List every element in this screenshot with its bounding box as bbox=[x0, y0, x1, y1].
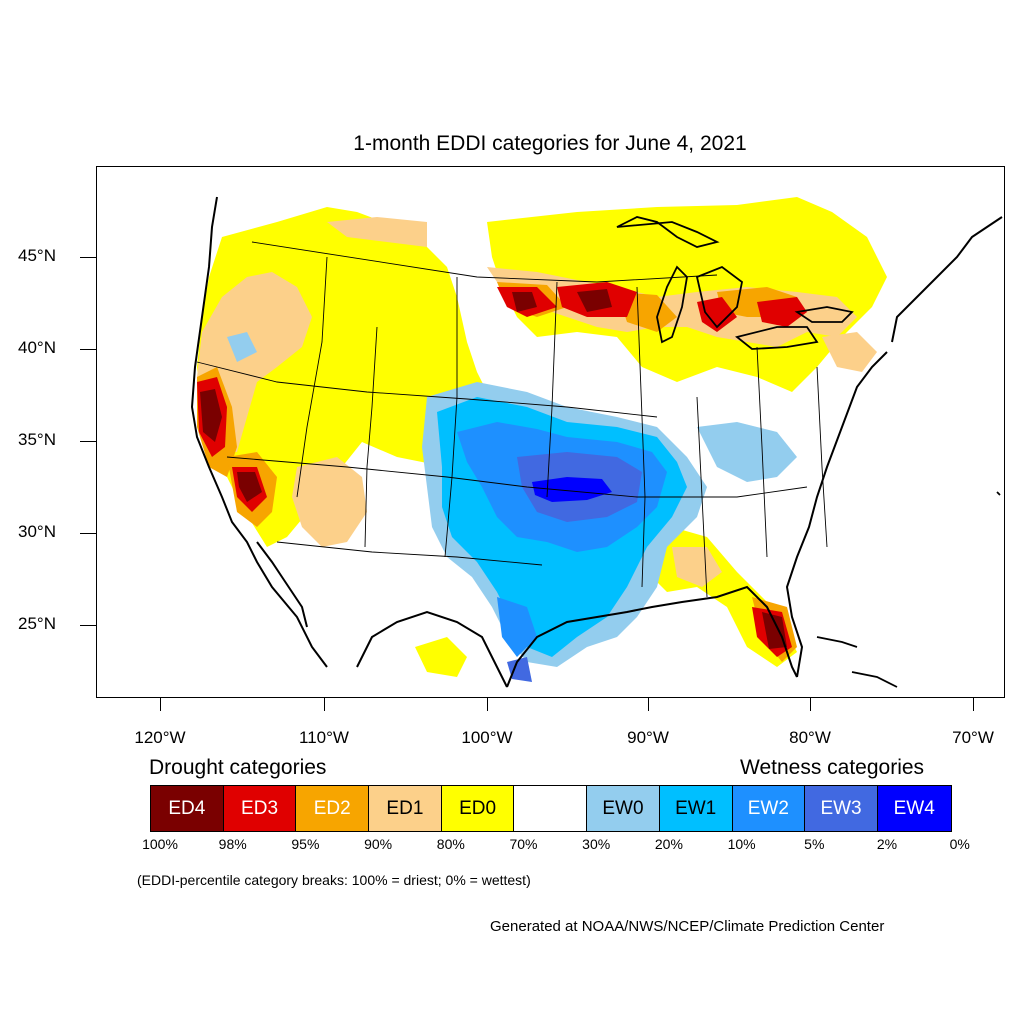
legend-percentile-label: 95% bbox=[291, 836, 320, 852]
legend-swatch: EW4 bbox=[877, 786, 951, 831]
eddi-map bbox=[96, 166, 1005, 698]
legend-percentile-label: 80% bbox=[436, 836, 465, 852]
legend-percentile-label: 5% bbox=[804, 836, 825, 852]
legend-swatch: EW2 bbox=[732, 786, 806, 831]
ew4-region bbox=[532, 477, 612, 502]
lon-tick bbox=[810, 697, 811, 711]
coastline bbox=[190, 196, 1003, 688]
legend-percentile-label: 90% bbox=[364, 836, 393, 852]
lat-tick-label: 25°N bbox=[18, 614, 56, 633]
lat-tick bbox=[80, 349, 96, 350]
legend-swatch: EW3 bbox=[805, 786, 878, 831]
credit-line: Generated at NOAA/NWS/NCEP/Climate Predi… bbox=[490, 918, 885, 935]
lon-tick-label: 80°W bbox=[789, 728, 831, 747]
legend-percentile-label: 70% bbox=[509, 836, 538, 852]
legend-percentile-label: 20% bbox=[654, 836, 683, 852]
great-lakes bbox=[616, 216, 854, 350]
legend-swatch: ED4 bbox=[151, 786, 224, 831]
lon-tick bbox=[487, 697, 488, 711]
lon-tick bbox=[160, 697, 161, 711]
legend-swatch: ED0 bbox=[441, 786, 515, 831]
lon-tick bbox=[648, 697, 649, 711]
legend-percentile-label: 100% bbox=[142, 836, 178, 852]
legend-swatch: ED3 bbox=[223, 786, 297, 831]
legend-swatch: EW0 bbox=[587, 786, 660, 831]
legend-swatch bbox=[514, 786, 588, 831]
ed4-region bbox=[200, 289, 787, 649]
legend-swatch: ED2 bbox=[296, 786, 370, 831]
drought-categories-label: Drought categories bbox=[149, 756, 327, 779]
lon-tick bbox=[324, 697, 325, 711]
lon-tick-label: 110°W bbox=[299, 728, 349, 747]
legend-percentile-label: 98% bbox=[218, 836, 247, 852]
legend-color-bar: ED4 ED3 ED2 ED1 ED0 EW0 EW1 EW2 EW3 EW4 bbox=[150, 785, 952, 832]
legend-percentile-label: 0% bbox=[949, 836, 970, 852]
lon-tick-label: 70°W bbox=[952, 728, 994, 747]
lat-tick bbox=[80, 533, 96, 534]
lon-tick bbox=[973, 697, 974, 711]
legend-percentile-label: 10% bbox=[727, 836, 756, 852]
lat-tick bbox=[80, 257, 96, 258]
category-note: (EDDI-percentile category breaks: 100% =… bbox=[137, 872, 531, 888]
lat-tick-label: 45°N bbox=[18, 246, 56, 265]
lat-tick-label: 40°N bbox=[18, 338, 56, 357]
lat-tick bbox=[80, 625, 96, 626]
lon-tick-label: 90°W bbox=[627, 728, 669, 747]
lat-tick-label: 35°N bbox=[18, 430, 56, 449]
state-borders bbox=[196, 241, 828, 598]
lat-tick-label: 30°N bbox=[18, 522, 56, 541]
lat-tick bbox=[80, 441, 96, 442]
map-title: 1-month EDDI categories for June 4, 2021 bbox=[353, 132, 747, 155]
legend-swatch: EW1 bbox=[659, 786, 733, 831]
lon-tick-label: 120°W bbox=[134, 728, 186, 747]
legend-swatch: ED1 bbox=[369, 786, 442, 831]
legend-percentile-label: 2% bbox=[876, 836, 898, 852]
wetness-categories-label: Wetness categories bbox=[740, 756, 925, 779]
islands bbox=[816, 491, 1001, 688]
lon-tick-label: 100°W bbox=[461, 728, 513, 747]
legend-percentile-label: 30% bbox=[582, 836, 611, 852]
